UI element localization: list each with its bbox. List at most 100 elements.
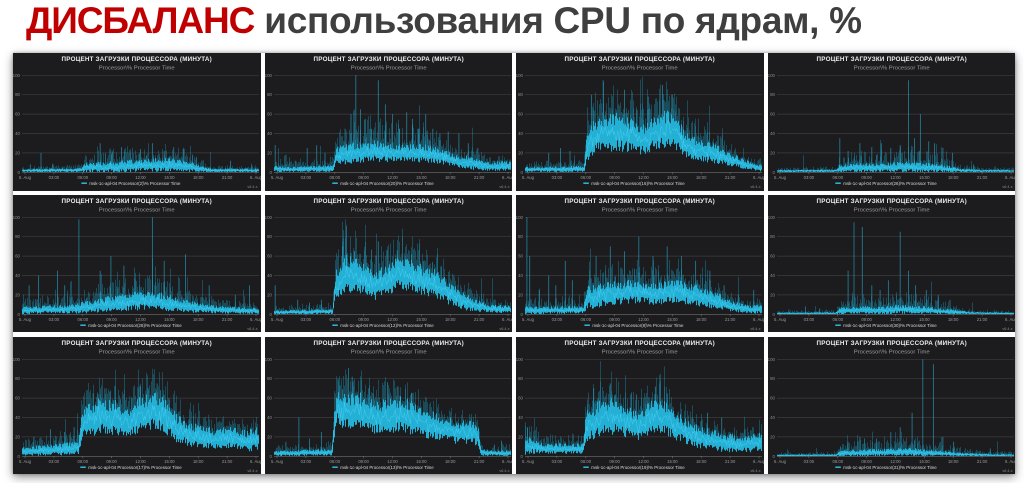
svg-text:60: 60 (267, 395, 272, 400)
svg-text:18:00: 18:00 (947, 458, 958, 463)
svg-text:0: 0 (18, 170, 21, 175)
svg-text:20: 20 (518, 150, 523, 155)
svg-text:18:00: 18:00 (193, 458, 204, 463)
svg-text:09:00: 09:00 (609, 175, 620, 180)
svg-text:15:00: 15:00 (919, 175, 930, 180)
svg-text:18:00: 18:00 (193, 317, 204, 322)
svg-text:80: 80 (15, 92, 20, 97)
svg-text:18:00: 18:00 (696, 458, 707, 463)
svg-text:09:00: 09:00 (609, 317, 620, 322)
svg-text:40: 40 (770, 131, 775, 136)
svg-text:msk-1c-apl-04 Processor(28)\%: msk-1c-apl-04 Processor(28)\% Processor … (88, 323, 182, 328)
svg-text:100: 100 (13, 73, 21, 78)
svg-text:6. Aug: 6. Aug (250, 175, 260, 180)
svg-text:21:00: 21:00 (725, 175, 736, 180)
svg-text:12:00: 12:00 (890, 458, 901, 463)
svg-text:20: 20 (15, 292, 20, 297)
svg-text:40: 40 (267, 131, 272, 136)
svg-text:21:00: 21:00 (725, 317, 736, 322)
svg-text:80: 80 (770, 376, 775, 381)
svg-text:60: 60 (770, 395, 775, 400)
svg-text:ПРОЦЕНТ ЗАГРУЗКИ ПРОЦЕССОРА (М: ПРОЦЕНТ ЗАГРУЗКИ ПРОЦЕССОРА (МИНУТА) (313, 340, 463, 347)
svg-text:msk-1c-apl-04 Processor(16)\%: msk-1c-apl-04 Processor(16)\% Processor … (591, 181, 685, 186)
svg-text:ПРОЦЕНТ ЗАГРУЗКИ ПРОЦЕССОРА (М: ПРОЦЕНТ ЗАГРУЗКИ ПРОЦЕССОРА (МИНУТА) (816, 56, 966, 63)
svg-text:15:00: 15:00 (919, 458, 930, 463)
svg-text:v6.4.x: v6.4.x (499, 185, 509, 189)
svg-text:100: 100 (13, 356, 21, 361)
svg-text:40: 40 (15, 131, 20, 136)
svg-text:15:00: 15:00 (667, 458, 678, 463)
svg-text:5. Aug: 5. Aug (774, 317, 787, 322)
svg-text:Processor\% Processor Time: Processor\% Processor Time (602, 349, 679, 355)
svg-text:5. Aug: 5. Aug (271, 458, 284, 463)
svg-text:5. Aug: 5. Aug (19, 317, 32, 322)
svg-text:21:00: 21:00 (976, 317, 987, 322)
svg-text:15:00: 15:00 (416, 317, 427, 322)
svg-text:12:00: 12:00 (135, 175, 146, 180)
svg-text:20: 20 (518, 434, 523, 439)
svg-text:09:00: 09:00 (609, 458, 620, 463)
svg-text:06:00: 06:00 (581, 175, 592, 180)
svg-text:msk-1c-apl-04 Processor(31)\%: msk-1c-apl-04 Processor(31)\% Processor … (843, 464, 937, 469)
svg-text:100: 100 (516, 356, 524, 361)
svg-text:0: 0 (772, 453, 775, 458)
svg-text:6. Aug: 6. Aug (502, 175, 512, 180)
svg-text:09:00: 09:00 (106, 175, 117, 180)
svg-text:09:00: 09:00 (358, 458, 369, 463)
svg-text:v6.4.x: v6.4.x (1002, 469, 1012, 473)
svg-text:60: 60 (267, 112, 272, 117)
svg-text:0: 0 (772, 170, 775, 175)
svg-text:15:00: 15:00 (164, 458, 175, 463)
svg-text:100: 100 (516, 215, 524, 220)
svg-text:06:00: 06:00 (78, 458, 89, 463)
svg-text:20: 20 (770, 434, 775, 439)
svg-text:12:00: 12:00 (890, 317, 901, 322)
svg-text:09:00: 09:00 (861, 175, 872, 180)
svg-text:06:00: 06:00 (581, 458, 592, 463)
svg-text:msk-1c-apl-04 Processor(26)\%: msk-1c-apl-04 Processor(26)\% Processor … (843, 181, 937, 186)
svg-text:msk-1c-apl-04 Processor(13)\%: msk-1c-apl-04 Processor(13)\% Processor … (340, 464, 434, 469)
svg-text:40: 40 (770, 415, 775, 420)
svg-text:12:00: 12:00 (638, 458, 649, 463)
svg-text:Processor\% Processor Time: Processor\% Processor Time (853, 66, 930, 72)
svg-text:Processor\% Processor Time: Processor\% Processor Time (99, 66, 176, 72)
svg-text:21:00: 21:00 (473, 317, 484, 322)
svg-text:40: 40 (518, 273, 523, 278)
svg-text:60: 60 (518, 395, 523, 400)
svg-text:ПРОЦЕНТ ЗАГРУЗКИ ПРОЦЕССОРА (М: ПРОЦЕНТ ЗАГРУЗКИ ПРОЦЕССОРА (МИНУТА) (62, 198, 212, 205)
svg-text:80: 80 (15, 234, 20, 239)
svg-text:v6.4.x: v6.4.x (750, 469, 760, 473)
svg-text:21:00: 21:00 (222, 317, 233, 322)
svg-text:80: 80 (518, 234, 523, 239)
svg-text:12:00: 12:00 (638, 317, 649, 322)
svg-text:60: 60 (267, 253, 272, 258)
svg-text:18:00: 18:00 (193, 175, 204, 180)
svg-text:40: 40 (15, 273, 20, 278)
svg-text:06:00: 06:00 (832, 317, 843, 322)
svg-text:03:00: 03:00 (300, 175, 311, 180)
svg-text:20: 20 (267, 150, 272, 155)
svg-text:6. Aug: 6. Aug (1005, 175, 1015, 180)
svg-text:ПРОЦЕНТ ЗАГРУЗКИ ПРОЦЕССОРА (М: ПРОЦЕНТ ЗАГРУЗКИ ПРОЦЕССОРА (МИНУТА) (313, 56, 463, 63)
svg-text:40: 40 (518, 415, 523, 420)
svg-text:5. Aug: 5. Aug (774, 458, 787, 463)
svg-text:80: 80 (770, 92, 775, 97)
svg-text:msk-1c-apl-04 Processor(17)\%: msk-1c-apl-04 Processor(17)\% Processor … (88, 464, 182, 469)
svg-text:20: 20 (267, 292, 272, 297)
svg-text:80: 80 (267, 92, 272, 97)
svg-text:100: 100 (13, 215, 21, 220)
svg-text:20: 20 (15, 434, 20, 439)
svg-text:03:00: 03:00 (803, 175, 814, 180)
svg-text:80: 80 (267, 376, 272, 381)
svg-text:100: 100 (768, 356, 776, 361)
svg-text:09:00: 09:00 (358, 175, 369, 180)
svg-text:ПРОЦЕНТ ЗАГРУЗКИ ПРОЦЕССОРА (М: ПРОЦЕНТ ЗАГРУЗКИ ПРОЦЕССОРА (МИНУТА) (816, 198, 966, 205)
svg-text:21:00: 21:00 (473, 175, 484, 180)
svg-text:v6.4.x: v6.4.x (499, 469, 509, 473)
svg-text:5. Aug: 5. Aug (19, 175, 32, 180)
svg-text:09:00: 09:00 (106, 458, 117, 463)
svg-text:6. Aug: 6. Aug (1005, 458, 1015, 463)
svg-text:40: 40 (267, 415, 272, 420)
svg-text:03:00: 03:00 (552, 317, 563, 322)
svg-text:80: 80 (15, 376, 20, 381)
